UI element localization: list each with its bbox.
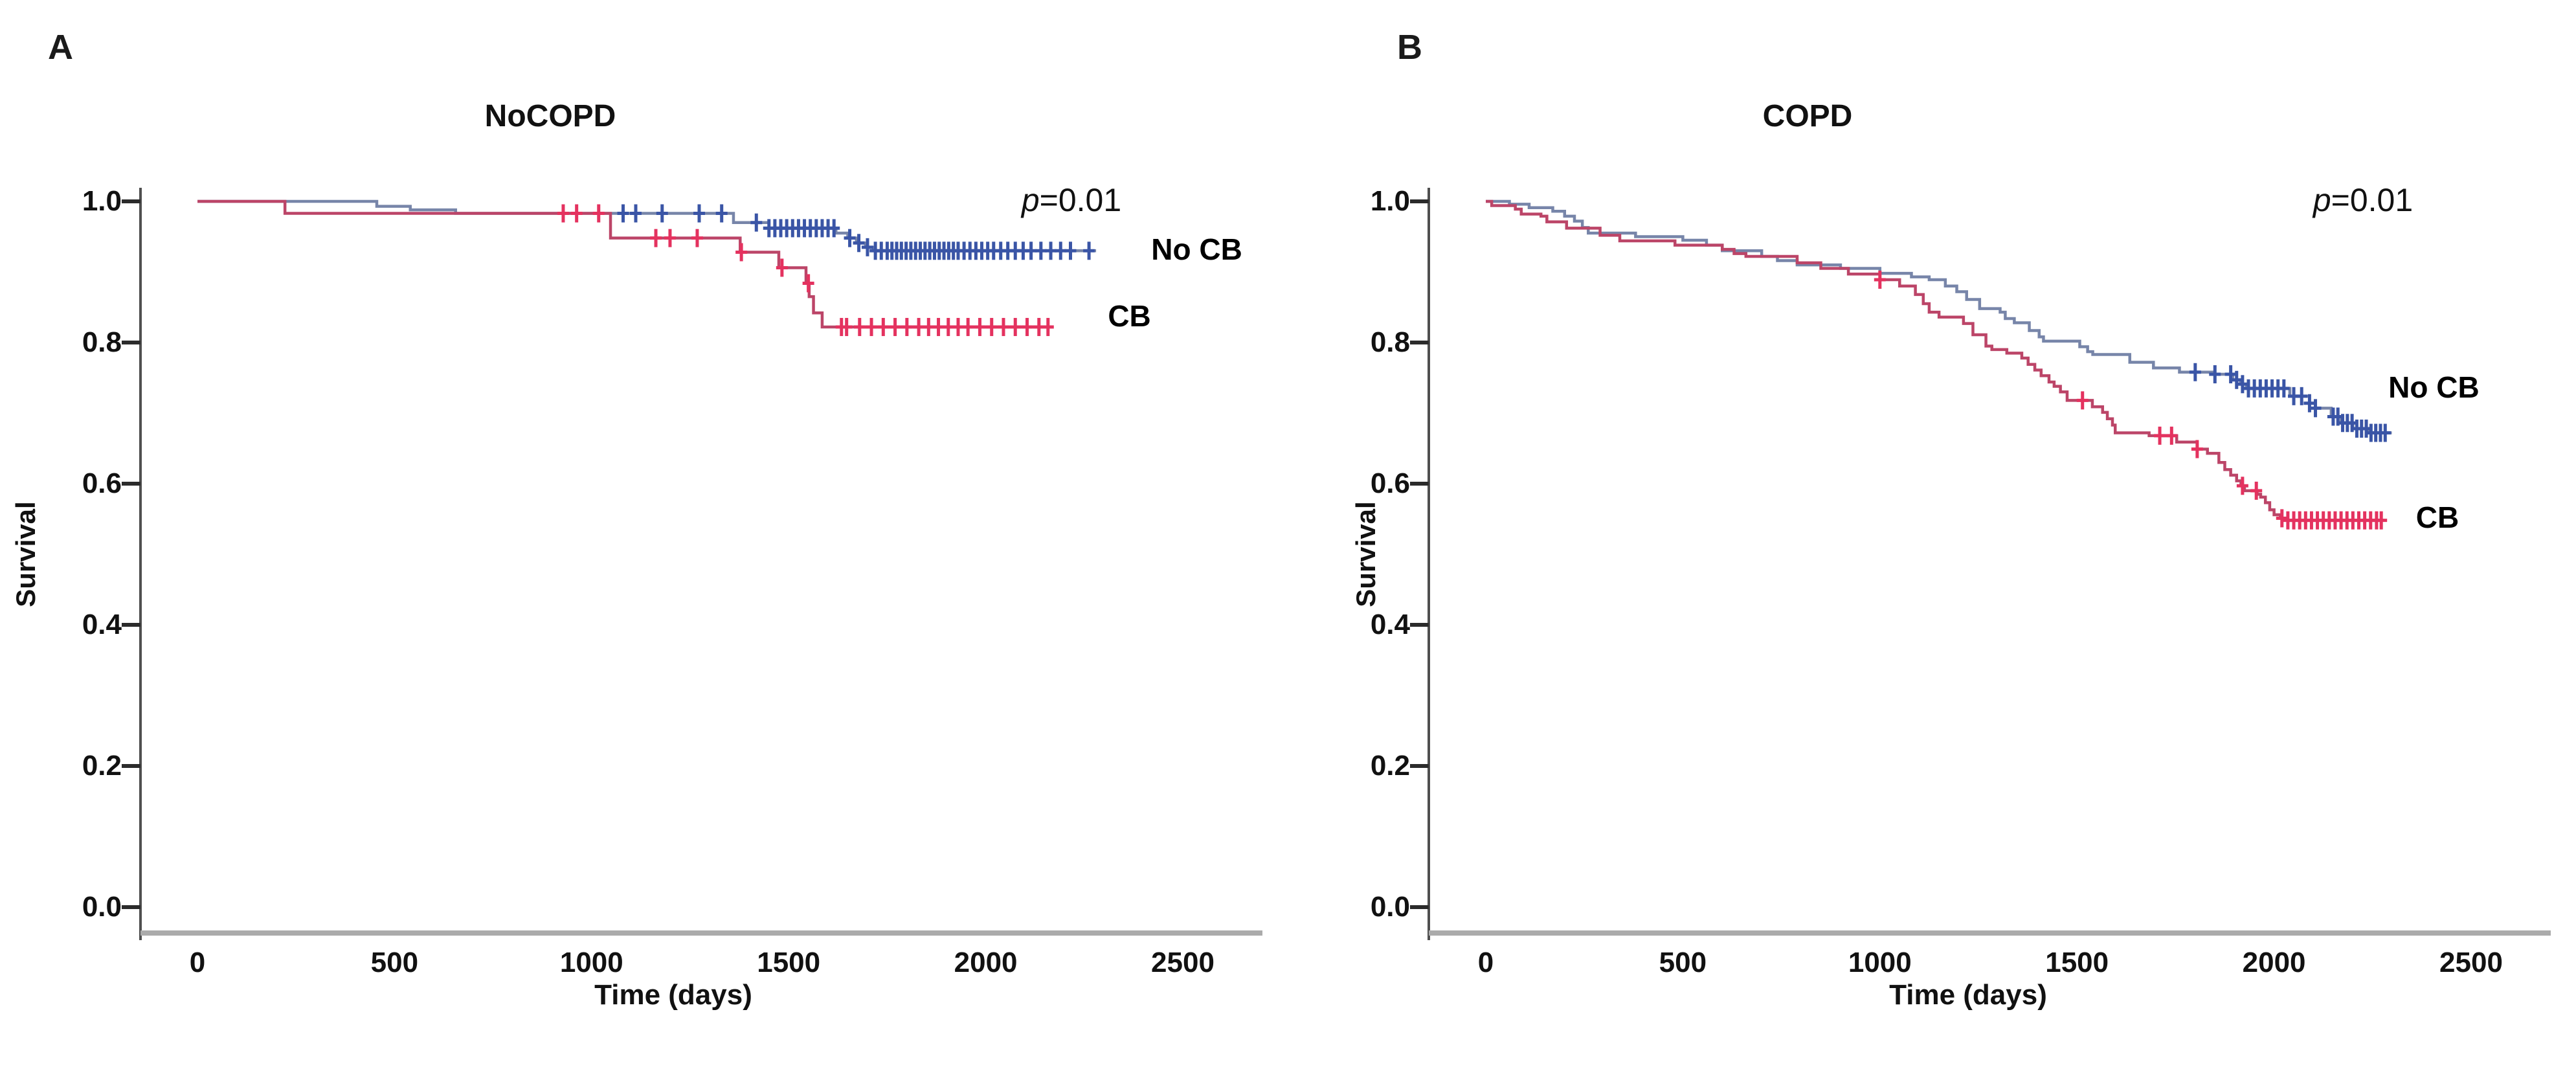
- y-tick-label-0.2: 0.2: [82, 750, 122, 782]
- y-tick-label-0.6: 0.6: [1370, 467, 1410, 499]
- x-tick-label-0: 0: [189, 947, 206, 978]
- y-axis-title: Survival: [10, 501, 41, 607]
- x-tick-label-0: 0: [1477, 947, 1494, 978]
- p-value-text: =0.01: [2331, 182, 2414, 218]
- x-axis-line: [1429, 930, 2551, 936]
- x-tick-label-2500: 2500: [2439, 947, 2503, 978]
- y-tick-label-0.2: 0.2: [1370, 750, 1410, 782]
- panel-letter-b: B: [1397, 28, 1422, 67]
- x-tick-label-1500: 1500: [2045, 947, 2109, 978]
- panel-letter-a: A: [48, 28, 73, 67]
- survival-curve-cb: [1486, 199, 2385, 522]
- y-tick-label-0.8: 0.8: [82, 326, 122, 358]
- series-label-cb: CB: [2415, 501, 2459, 535]
- series-label-no-cb: No CB: [1151, 232, 1242, 267]
- x-tick-label-2000: 2000: [954, 947, 1018, 978]
- y-tick-label-0.8: 0.8: [1370, 326, 1410, 358]
- p-value-label: p=0.01: [1022, 181, 1121, 219]
- p-value-label: p=0.01: [2313, 181, 2413, 219]
- y-tick-label-1.0: 1.0: [82, 185, 122, 217]
- x-axis-title: Time (days): [1889, 979, 2047, 1011]
- x-axis-line: [140, 930, 1262, 936]
- chart-title-copd: COPD: [1762, 99, 1853, 133]
- y-tick-label-0.6: 0.6: [82, 467, 122, 499]
- panel-nocopd: A NoCOPD p=0.01 Survival Time (days) 1.0…: [10, 28, 1242, 1011]
- y-tick-label-0.0: 0.0: [82, 891, 122, 923]
- x-tick-label-2000: 2000: [2242, 947, 2306, 978]
- panel-copd: B COPD p=0.01 Survival Time (days) 1.0 0.…: [1288, 0, 2576, 1069]
- p-value-text: =0.01: [1039, 182, 1122, 218]
- y-tick-label-0.4: 0.4: [82, 609, 122, 640]
- series-label-no-cb: No CB: [2388, 370, 2480, 404]
- y-axis-title: Survival: [1350, 501, 1381, 607]
- x-tick-label-500: 500: [1659, 947, 1707, 978]
- x-tick-label-500: 500: [370, 947, 419, 978]
- p-symbol: p: [2313, 182, 2331, 218]
- p-symbol: p: [1021, 182, 1040, 218]
- x-tick-label-2500: 2500: [1151, 947, 1215, 978]
- y-tick-label-0.0: 0.0: [1370, 891, 1410, 923]
- y-tick-label-0.4: 0.4: [1370, 609, 1410, 640]
- x-tick-label-1500: 1500: [757, 947, 821, 978]
- survival-curve-cb: [197, 199, 1049, 329]
- series-label-cb: CB: [1108, 298, 1151, 333]
- x-tick-label-1000: 1000: [559, 947, 623, 978]
- x-tick-label-1000: 1000: [1848, 947, 1912, 978]
- y-tick-label-1.0: 1.0: [1370, 185, 1410, 217]
- x-axis-title: Time (days): [594, 979, 752, 1011]
- chart-title-nocopd: NoCOPD: [484, 99, 616, 133]
